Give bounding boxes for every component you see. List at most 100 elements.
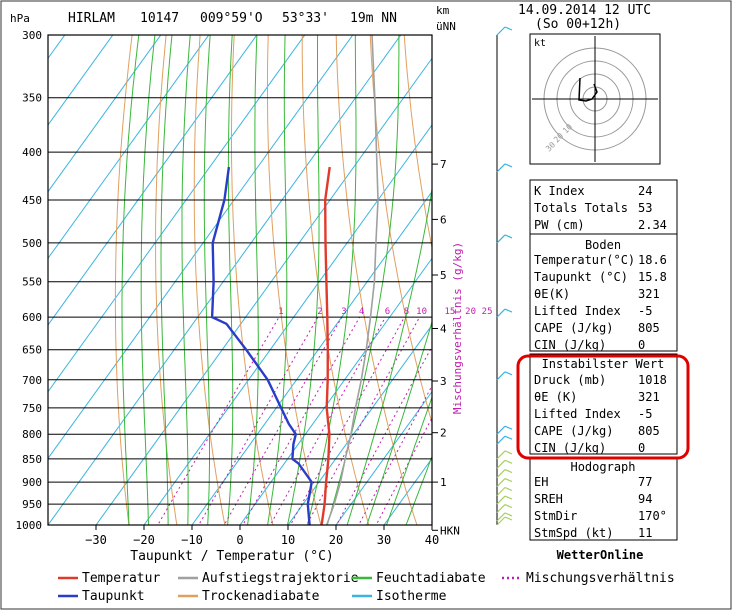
- dry-adiabat: [301, 35, 370, 525]
- x-tick-label: 40: [425, 533, 439, 547]
- instabil-label: θE (K): [534, 390, 577, 404]
- thermo-grid: [48, 35, 432, 525]
- legend: Temperatur Aufstiegstrajektorie Feuchtadia…: [58, 571, 675, 604]
- wind-barb-flag: [504, 512, 513, 517]
- boden-label: CIN (J/kg): [534, 338, 606, 352]
- mixing-ratio-line: [223, 316, 343, 525]
- wind-barb-flag: [504, 504, 513, 509]
- wind-barb-flag: [504, 234, 513, 239]
- hodograph-row-value: 170°: [638, 509, 667, 523]
- pressure-tick-label: 350: [22, 92, 42, 105]
- wind-barb: [496, 26, 506, 36]
- moist-adiabat: [181, 35, 191, 525]
- hodograph-row-value: 77: [638, 475, 652, 489]
- instabil-title: Instabilster Wert: [542, 357, 665, 371]
- moist-adiabat: [385, 395, 432, 525]
- isotherm-line: [48, 35, 354, 460]
- hodograph-row-label: StmSpd (kt): [534, 526, 613, 540]
- mixing-ratio-label: 8: [404, 307, 409, 317]
- pressure-tick-label: 600: [22, 311, 42, 324]
- mixing-ratio-line: [358, 384, 432, 525]
- boden-label: Taupunkt (°C): [534, 270, 628, 284]
- instabil-value: 321: [638, 390, 660, 404]
- mixing-ratio-label: 1: [278, 307, 283, 317]
- isotherm-line: [48, 35, 114, 126]
- index-value: 24: [638, 184, 652, 198]
- x-tick-label: 30: [377, 533, 391, 547]
- moist-adiabat: [121, 35, 140, 525]
- mixing-ratio-line: [242, 316, 361, 525]
- boden-label: Lifted Index: [534, 304, 621, 318]
- isotherm-line: [48, 35, 258, 326]
- pressure-tick-label: 800: [22, 428, 42, 441]
- pressure-tick-label: 850: [22, 453, 42, 466]
- highlight-box: [516, 354, 690, 460]
- wind-barb: [496, 469, 506, 479]
- mixing-ratio-line: [375, 416, 432, 525]
- wind-barb: [496, 504, 506, 514]
- boden-table: [529, 233, 678, 352]
- pressure-tick-label: 900: [22, 476, 42, 489]
- index-label: Totals Totals: [534, 201, 628, 215]
- isotherm-line: [239, 257, 432, 525]
- station-lat: 53°33': [282, 11, 329, 26]
- index-value: 2.34: [638, 218, 667, 232]
- hodograph-title: Hodograph: [570, 460, 635, 474]
- hodograph-row-value: 11: [638, 526, 652, 540]
- wind-barb-flag: [504, 371, 513, 376]
- instabil-value: -5: [638, 407, 652, 421]
- pressure-tick-label: 750: [22, 402, 42, 415]
- isotherm-line: [48, 35, 162, 193]
- indices-table: [529, 179, 678, 235]
- height-axis: 7 6 5 4 3 2 1 HKN: [432, 158, 460, 537]
- wind-barb-flag: [504, 308, 513, 313]
- series-temperatur: [320, 166, 331, 525]
- mixing-ratio-label: 3: [341, 307, 346, 317]
- height-tick-label: 1: [440, 476, 447, 489]
- forecast-run: (So 00+12h): [535, 17, 621, 32]
- x-tick-label: −10: [181, 533, 203, 547]
- temperature-axis: −30 −20 −10 0 10 20 30 40: [85, 525, 439, 547]
- pressure-tick-label: 500: [22, 237, 42, 250]
- moist-adiabat: [286, 35, 320, 525]
- series-taupunkt: [210, 166, 313, 525]
- pressure-tick-label: 400: [22, 146, 42, 159]
- moist-adiabat: [366, 320, 432, 525]
- instabil-label: Druck (mb): [534, 373, 606, 387]
- mixing-ratio-line: [269, 316, 386, 525]
- pressure-tick-label: 1000: [16, 519, 43, 532]
- wind-barb: [496, 308, 506, 318]
- wind-barb-flag: [504, 435, 513, 440]
- brand-label: WetterOnline: [557, 548, 644, 562]
- instabil-table: [529, 353, 678, 455]
- moist-adiabat: [247, 35, 259, 525]
- wind-barb: [496, 478, 506, 488]
- moist-adiabat: [306, 35, 357, 525]
- units-label: hPa: [10, 12, 30, 25]
- x-tick-label: 20: [329, 533, 343, 547]
- km-label: km: [436, 4, 450, 17]
- wind-barb: [496, 371, 506, 381]
- hodograph-row-label: StmDir: [534, 509, 577, 523]
- boden-label: CAPE (J/kg): [534, 321, 613, 335]
- moist-adiabat: [346, 186, 432, 525]
- dry-adiabat: [403, 35, 432, 251]
- boden-title: Boden: [585, 238, 621, 252]
- wind-barb-flag: [504, 450, 513, 455]
- moist-adiabat: [160, 35, 173, 525]
- boden-label: θE(K): [534, 287, 570, 301]
- instabil-label: Lifted Index: [534, 407, 621, 421]
- wind-barb: [496, 516, 506, 526]
- instabil-value: 1018: [638, 373, 667, 387]
- dry-adiabat: [114, 35, 133, 525]
- index-label: K Index: [534, 184, 585, 198]
- station-elevation: 19m NN: [350, 11, 397, 26]
- moist-adiabat: [326, 35, 400, 525]
- legend-label: Taupunkt: [82, 589, 145, 604]
- wind-barb-flag: [504, 459, 513, 464]
- wind-barb: [496, 459, 506, 469]
- pressure-axis: 300 350 400 450 500 550 600 650 700 750 800 850 900 9…: [16, 29, 43, 532]
- mixing-ratio-label: 2: [317, 307, 322, 317]
- wind-barb: [496, 450, 506, 460]
